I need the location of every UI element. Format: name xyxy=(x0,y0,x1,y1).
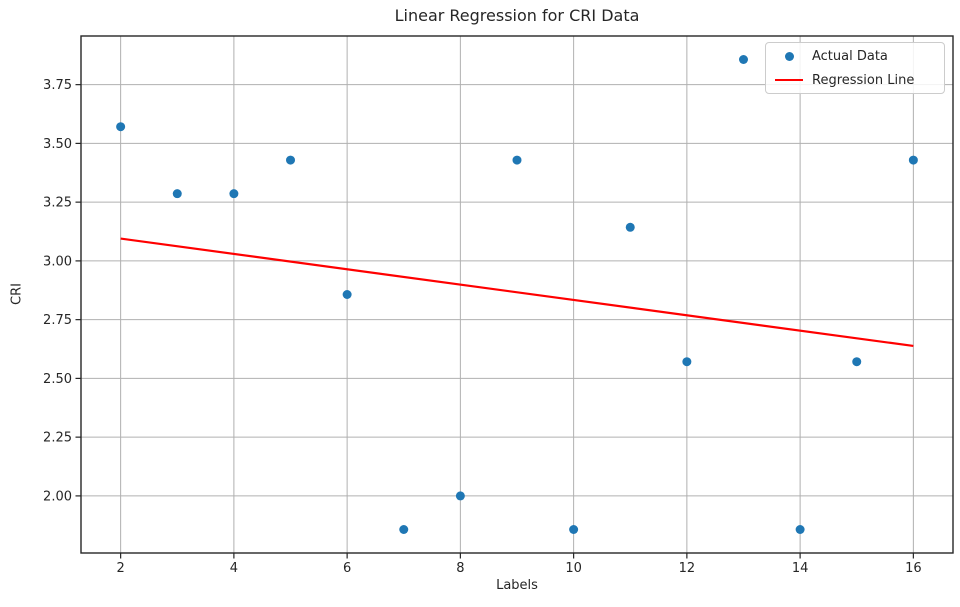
data-point xyxy=(738,55,748,64)
data-point xyxy=(455,491,465,501)
x-tick-label: 6 xyxy=(343,561,351,576)
y-tick-label: 2.75 xyxy=(43,313,72,328)
line-icon xyxy=(775,78,803,82)
legend-label-actual-data: Actual Data xyxy=(812,48,888,64)
data-point xyxy=(286,155,296,165)
x-tick-label: 8 xyxy=(456,561,464,576)
y-tick-label: 3.25 xyxy=(43,196,72,211)
plot-frame xyxy=(80,35,954,554)
dot-icon xyxy=(784,51,794,61)
data-point xyxy=(795,525,805,534)
x-tick-label: 4 xyxy=(230,561,238,576)
legend: Actual Data Regression Line xyxy=(765,42,945,94)
data-point xyxy=(229,189,239,199)
y-tick-label: 3.50 xyxy=(43,137,72,152)
y-tick-label: 2.25 xyxy=(43,431,72,446)
y-tick-label: 3.00 xyxy=(43,254,72,269)
regression-line xyxy=(120,237,914,348)
data-point xyxy=(625,222,635,232)
x-axis-label: Labels xyxy=(496,578,538,593)
legend-swatch-area xyxy=(774,78,804,82)
x-tick-label: 2 xyxy=(116,561,124,576)
legend-item-actual-data: Actual Data xyxy=(774,44,938,68)
data-point xyxy=(569,525,579,534)
y-axis-label: CRI xyxy=(9,283,25,305)
data-point xyxy=(682,357,692,367)
chart-title: Linear Regression for CRI Data xyxy=(394,6,640,25)
y-tick-label: 2.50 xyxy=(43,372,72,387)
data-point xyxy=(512,155,522,165)
y-tick-label: 3.75 xyxy=(43,78,72,93)
data-point xyxy=(852,357,862,367)
data-point xyxy=(172,189,182,199)
data-point xyxy=(116,122,126,132)
x-tick-label: 12 xyxy=(679,561,696,576)
data-point xyxy=(399,525,409,534)
y-tick-label: 2.00 xyxy=(43,489,72,504)
legend-item-regression-line: Regression Line xyxy=(774,68,938,92)
x-tick-label: 16 xyxy=(905,561,922,576)
legend-swatch-area xyxy=(774,51,804,61)
x-tick-label: 10 xyxy=(565,561,582,576)
x-tick-label: 14 xyxy=(792,561,809,576)
data-point xyxy=(908,155,918,165)
data-point xyxy=(342,290,352,299)
legend-label-regression-line: Regression Line xyxy=(812,72,915,88)
